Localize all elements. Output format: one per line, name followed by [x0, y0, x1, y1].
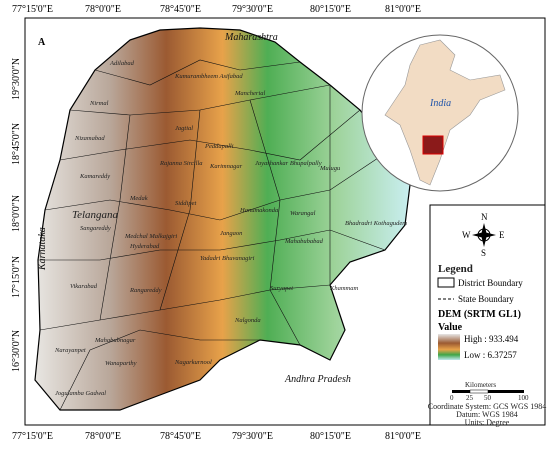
district-label: Medak [129, 195, 148, 202]
scale-title: Kilometers [465, 381, 496, 389]
neighbor-label: Maharashtra [224, 32, 278, 43]
inset: India [361, 34, 519, 192]
lon-label: 81°0'0"E [385, 4, 421, 15]
lat-labels: 19°30'0"N 18°45'0"N 18°0'0"N 17°15'0"N 1… [11, 58, 22, 372]
info-line: Datum: WGS 1984 [456, 410, 518, 419]
district-label: Rangareddy [129, 287, 162, 294]
district-label: Nizamabad [74, 135, 105, 142]
district-label: Khammam [329, 285, 358, 292]
legend-item: District Boundary [458, 278, 523, 288]
district-label: Mulugu [319, 165, 341, 172]
district-label: Hanumakonda [239, 207, 278, 214]
district-label: Wanaparthy [105, 360, 137, 367]
lon-label: 80°15'0"E [310, 4, 351, 15]
district-label: Nirmal [89, 100, 109, 107]
neighbor-label: Andhra Pradesh [284, 374, 351, 385]
dem-title: DEM (SRTM GL1) [438, 309, 521, 320]
telangana-highlight [422, 135, 444, 155]
district-label: Suryapet [270, 285, 293, 292]
lon-label: 80°15'0"E [310, 431, 351, 442]
lon-label: 77°15'0"E [12, 4, 53, 15]
lat-label: 17°15'0"N [11, 256, 22, 298]
legend-frame [429, 204, 546, 426]
district-label: Warangal [290, 210, 316, 217]
india-shape [384, 39, 506, 186]
dem-high: High : 933.494 [464, 334, 519, 344]
info-line: Units: Degree [465, 418, 510, 427]
district-label: Kumurambheem Asifabad [174, 73, 243, 80]
neighbor-label: Karnataka [37, 227, 48, 271]
district-label: Vikarabad [70, 283, 98, 290]
info-line: Coordinate System: GCS WGS 1984 [428, 402, 547, 411]
district-label: Jogulamba Gadwal [55, 390, 106, 397]
district-label: Bhadradri Kothagudem [345, 220, 407, 227]
lon-labels-bottom: 77°15'0"E 78°0'0"E 78°45'0"E 79°30'0"E 8… [12, 431, 421, 442]
district-label: Nalgonda [234, 317, 261, 324]
district-label: Siddipet [175, 200, 196, 207]
legend-title: Legend [438, 263, 473, 275]
panel-label: A [38, 37, 46, 48]
lat-label: 16°30'0"N [11, 330, 22, 372]
compass-label: N [481, 212, 488, 222]
lat-label: 19°30'0"N [11, 58, 22, 100]
lon-label: 77°15'0"E [12, 431, 53, 442]
dem-low: Low : 6.37257 [464, 350, 517, 360]
lon-label: 78°0'0"E [85, 431, 121, 442]
scale-tick: 25 [466, 394, 474, 402]
district-boundaries [38, 59, 391, 411]
district-label: Hyderabad [129, 243, 160, 250]
lon-label: 81°0'0"E [385, 431, 421, 442]
lon-label: 78°45'0"E [160, 431, 201, 442]
compass-arrow [472, 223, 496, 247]
district-label: Mahabubabad [284, 238, 324, 245]
lon-label: 78°0'0"E [85, 4, 121, 15]
lon-label: 79°30'0"E [232, 431, 273, 442]
scale-tick: 0 [450, 394, 454, 402]
district-label: Narayanpet [54, 347, 86, 354]
district-label: Medchal Malkajgiri [124, 233, 177, 240]
inset-label: India [429, 98, 451, 109]
district-label: Yadadri Bhuvanagiri [200, 255, 255, 262]
scale-seg [488, 390, 524, 393]
district-label: Kamareddy [79, 173, 110, 180]
district-label: Mancherial [234, 90, 266, 97]
district-label: Sangareddy [80, 225, 111, 232]
district-label: Jangaon [220, 230, 242, 237]
compass-label: E [499, 230, 505, 240]
state-label: Telangana [72, 209, 119, 221]
lat-label: 18°45'0"N [11, 123, 22, 165]
value-title: Value [438, 322, 463, 333]
lon-label: 78°45'0"E [160, 4, 201, 15]
lon-label: 79°30'0"E [232, 4, 273, 15]
district-label: Karimnagar [209, 163, 243, 170]
district-label: Rajanna Sircilla [159, 160, 203, 167]
district-label: Jagtial [175, 125, 193, 132]
lon-labels-top: 77°15'0"E 78°0'0"E 78°45'0"E 79°30'0"E 8… [12, 4, 421, 15]
district-label: Peddapalli [204, 143, 234, 150]
lat-label: 18°0'0"N [11, 195, 22, 232]
legend-box: N E S W Legend District Boundary State B… [428, 204, 547, 427]
compass-label: S [481, 248, 486, 258]
district-labels: Adilabad Kumurambheem Asifabad Nirmal Manch… [54, 60, 407, 397]
scale-seg [452, 390, 470, 393]
district-swatch [437, 277, 455, 288]
district-label: Mahabubnagar [94, 337, 136, 344]
scale-tick: 50 [484, 394, 492, 402]
legend-item: State Boundary [458, 294, 514, 304]
scale-tick: 100 [518, 394, 529, 402]
scale-seg [469, 389, 489, 394]
dem-ramp [438, 334, 460, 360]
district-label: Adilabad [109, 60, 135, 67]
district-label: Nagarkurnool [174, 359, 212, 366]
district-label: Jayashankar Bhupalpally [255, 160, 322, 167]
compass-label: W [462, 230, 471, 240]
